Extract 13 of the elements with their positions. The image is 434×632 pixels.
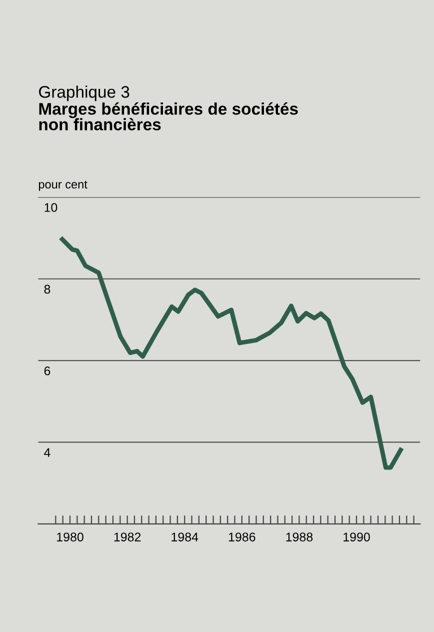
x-tick-label: 1982 [114,532,141,542]
y-axis-title: pour cent [38,180,88,191]
y-tick-label: 4 [44,448,50,457]
x-tick-label: 1988 [286,532,313,542]
chart-title: Graphique 3 [39,86,130,102]
x-tick-label: 1990 [344,532,370,542]
chart-subtitle: Marges bénéficiaires de sociétés non financières [39,102,298,130]
x-tick-label: 1980 [57,532,84,542]
y-tick-label: 8 [44,284,50,294]
x-tick-label: 1986 [228,532,256,542]
y-tick-label: 10 [44,203,58,212]
x-tick-label: 1984 [172,532,198,542]
y-tick-label: 6 [44,366,50,376]
